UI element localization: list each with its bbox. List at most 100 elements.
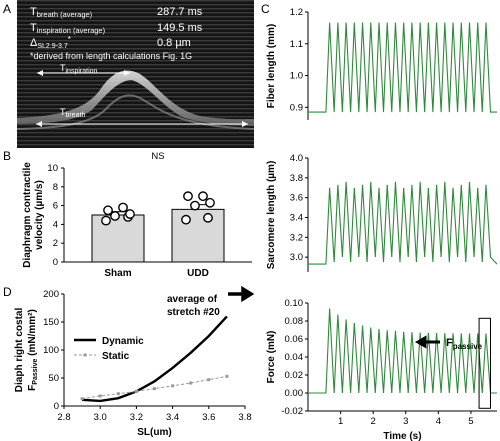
series-line-static [82,375,227,400]
data-point [183,191,193,202]
y-axis-label-part: F [27,385,38,391]
series-line-dynamic [82,315,228,403]
bar-sham [91,214,145,263]
annotation-arrow-icon [228,285,255,303]
static-marker [80,397,84,401]
y-tick-label: 0.04 [285,352,304,363]
y-tick-label: 1.2 [290,7,303,18]
passive-annotation-main: F [446,337,453,349]
y-tick-label: 1.0 [290,71,303,82]
panel-letter-c: C [261,2,270,16]
y-tick-label: 6 [53,201,58,212]
stat-inspiration-value: 149.5 ms [157,22,203,34]
y-tick-label: 3.8 [290,173,303,184]
static-marker [189,381,193,385]
y-tick-label: 3.6 [290,193,303,204]
annotation-line1: average of [167,294,218,305]
y-tick-label: 50 [48,373,59,384]
y-axis-label-line2: velocity (µm/s) [34,180,45,250]
kymograph-stats: Tbreath (average) 287.7 ms Tinspiration … [30,6,203,61]
inspiration-arrow: Tinspiration [37,63,130,76]
static-marker [153,387,156,391]
kymograph-panel: Tbreath (average) 287.7 ms Tinspiration … [16,0,255,148]
data-point [125,209,135,219]
panel-letter-b: B [3,149,11,163]
x-tick-label: 3 [403,416,408,427]
x-tick-label: 3.0 [94,412,107,423]
svg-text:Tinspiration (average): Tinspiration (average) [30,22,106,35]
annotation-line2: stretch #20 [167,307,220,318]
static-marker [134,389,138,393]
y-axis-label: Force (mN) [266,331,277,384]
panel-letter-a: A [3,2,11,16]
trace-line [308,181,498,265]
breath-arrow: Tbreath [36,107,248,127]
x-tick-label: 4 [436,416,441,427]
static-marker [207,378,211,382]
stat-delta-label: Δ [30,37,38,49]
y-axis-label-line1: Diaph right costal [14,308,25,393]
stat-delta-value: 0.8 µm [157,37,191,49]
x-tick-label: 1 [338,416,343,427]
fiber-length-trace: 0.9 1.0 1.1 1.2 Fiber length (mm) [266,7,497,120]
y-tick-label: 3.0 [290,252,303,263]
data-point [203,212,213,223]
trace-line [308,308,497,394]
inspiration-label: T [60,63,66,73]
stat-breath-value: 287.7 ms [157,6,203,18]
data-point [118,202,128,213]
y-axis-label-line1: Diaphragm contractile [22,162,33,268]
legend-label-dynamic: Dynamic [102,336,144,347]
x-tick-label: 3.4 [166,412,179,423]
data-point [190,200,200,211]
y-tick-label: 0.10 [285,298,304,309]
category-label: UDD [187,268,209,279]
y-tick-label: 1.1 [290,39,303,50]
y-axis-label: Sarcomere length (µm) [266,161,277,270]
y-tick-label: 2 [53,238,58,249]
trace-line [308,22,497,113]
svg-text:Tbreath: Tbreath [60,107,85,119]
svg-text:ΔSL2.9-3.7*: ΔSL2.9-3.7* [30,35,71,50]
y-tick-label: 200 [43,289,59,300]
y-axis-label-part: (mN/mm²) [27,309,38,358]
static-marker [171,384,175,388]
y-axis-label-part: Passive [32,359,39,385]
static-marker [116,392,120,396]
y-tick-label: -0.02 [281,406,303,417]
passive-annotation: Fpassive [446,337,483,351]
y-tick-label: 0 [54,401,59,412]
static-marker [225,374,229,378]
y-tick-label: 4.0 [290,153,303,164]
y-tick-label: 8 [53,182,58,193]
bar-chart-velocity: 0 2 4 6 8 10 Sham UDD NS Diaphragm contractile vel… [22,151,252,279]
y-tick-label: 0.06 [285,334,304,345]
kymograph-footnote: *derived from length calculations Fig. 1… [30,51,192,61]
x-tick-label: 5 [468,416,473,427]
legend-label-static: Static [102,351,130,362]
y-axis-label: Fiber length (mm) [266,24,277,108]
x-tick-label: 3.8 [238,412,251,423]
x-axis-label: Time (s) [383,431,421,441]
data-point [101,215,111,226]
static-marker [98,394,102,398]
y-tick-label: 0 [53,257,58,268]
stat-inspiration-label: T [30,22,37,34]
kymograph-band [17,70,254,126]
y-tick-label: 100 [43,345,59,356]
x-tick-label: 2 [371,416,376,427]
chart-significance: NS [151,151,164,162]
y-tick-label: 150 [43,317,59,328]
y-tick-label: 0.00 [285,388,304,399]
passive-annotation-sub: passive [453,342,483,351]
legend-marker-static [83,353,87,357]
breath-label: T [60,107,66,117]
x-axis-label: SL(um) [137,427,171,438]
x-tick-label: 2.8 [57,412,70,423]
data-point [198,191,208,202]
data-point [181,214,191,225]
y-tick-label: 0.9 [290,102,303,113]
data-point [205,197,215,208]
stat-breath-label: T [30,6,37,18]
